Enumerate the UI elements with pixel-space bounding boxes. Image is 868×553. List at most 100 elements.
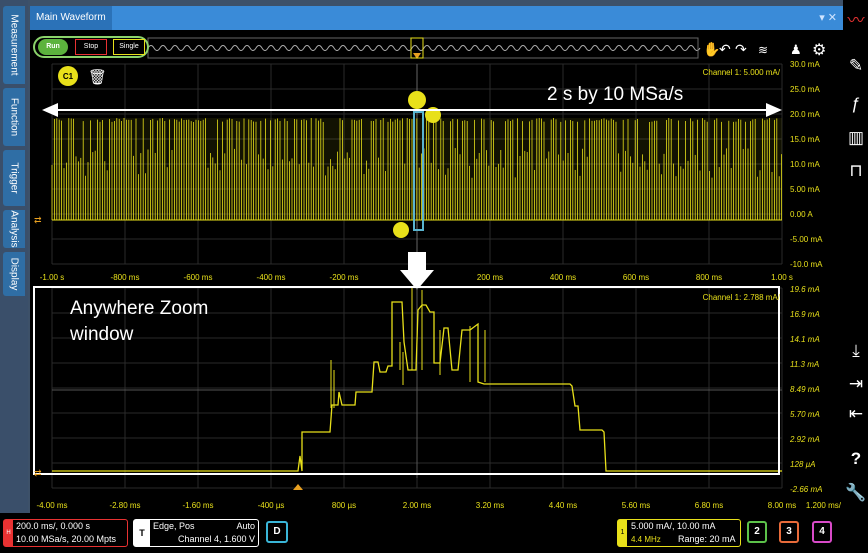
channel1-range: Range: 20 mA: [678, 534, 736, 544]
waveform-stack-icon[interactable]: ≋: [758, 43, 768, 57]
zoom-channel-readout: Channel 1: 2.788 mA/: [703, 293, 781, 302]
window-tab-main-waveform[interactable]: Main Waveform: [30, 6, 112, 30]
tab-analysis[interactable]: Analysis: [3, 210, 25, 248]
overview-view-box[interactable]: [410, 37, 424, 59]
channel1-line1: 5.000 mA/, 10.00 mA: [631, 521, 716, 531]
import-icon[interactable]: ⇥: [848, 374, 864, 393]
main-x-tick: 400 ms: [550, 273, 576, 282]
main-y-tick: 10.0 mA: [790, 160, 820, 169]
zoom-x-tick: 3.20 ms: [476, 501, 504, 510]
main-x-tick: -800 ms: [111, 273, 140, 282]
zoom-y-tick: 2.92 mA: [789, 435, 820, 444]
run-button[interactable]: Run: [38, 39, 68, 55]
tab-label: Analysis: [8, 210, 20, 248]
channel1-badge-label: C1: [63, 72, 74, 81]
zoom-region-box[interactable]: [413, 111, 424, 231]
channel1-marker: 1: [618, 520, 627, 546]
tab-display[interactable]: Display: [3, 252, 25, 296]
channel1-badge[interactable]: [58, 66, 78, 86]
tab-label: Function: [8, 97, 20, 137]
digital-channels-button[interactable]: D: [266, 521, 288, 543]
zoom-annotation-line2: window: [69, 324, 134, 345]
tab-function[interactable]: Function: [3, 88, 25, 146]
waveform-logo-icon[interactable]: 〰: [847, 11, 865, 30]
main-y-tick: 25.0 mA: [790, 85, 820, 94]
trigger-position-marker: [293, 484, 303, 490]
channel2-button[interactable]: 2: [747, 521, 767, 543]
settings-gear-icon[interactable]: ⚙: [812, 42, 826, 59]
tab-label: Trigger: [8, 162, 20, 194]
channel1-bandwidth: 4.4 MHz: [631, 535, 661, 544]
left-tab-strip: Measurement Function Trigger Analysis Di…: [0, 0, 28, 513]
zoom-y-tick: 5.70 mA: [790, 410, 820, 419]
export-icon[interactable]: ⇤: [848, 404, 864, 423]
annotation-arrow-right: [766, 103, 782, 117]
undo-icon[interactable]: ↶: [719, 41, 731, 57]
tab-label: Measurement: [8, 14, 20, 76]
timebase-box[interactable]: H 200.0 ms/, 0.000 s 10.00 MSa/s, 20.00 …: [3, 519, 128, 547]
main-waveform-trace: [51, 118, 782, 220]
function-math-icon[interactable]: ƒ: [851, 94, 861, 113]
annotation-arrow-left: [42, 103, 58, 117]
redo-icon[interactable]: ↷: [735, 41, 747, 57]
overview-waveform: [147, 45, 701, 51]
single-button[interactable]: Single: [113, 39, 145, 55]
zoom-x-tick: 4.40 ms: [549, 501, 577, 510]
zoom-x-tick: -1.60 ms: [182, 501, 213, 510]
help-icon[interactable]: ?: [850, 449, 862, 468]
trigger-box[interactable]: T Edge, Pos Auto Channel 4, 1.600 V: [133, 519, 259, 547]
main-x-tick: 1.00 s: [771, 273, 793, 282]
main-channel-readout: Channel 1: 5.000 mA/: [703, 68, 781, 77]
zoom-x-tick: 8.00 ms: [768, 501, 796, 510]
main-annotation: 2 s by 10 MSa/s: [547, 84, 683, 105]
main-x-tick: -600 ms: [184, 273, 213, 282]
zoom-waveform-trace: [52, 301, 782, 472]
zoom-y-tick: 8.49 mA: [790, 385, 820, 394]
zoom-x-tick: -400 µs: [258, 501, 285, 510]
tab-trigger[interactable]: Trigger: [3, 150, 25, 206]
zoom-waveform-spikes: [330, 288, 486, 408]
layout-grid-icon[interactable]: ▥: [847, 128, 865, 147]
right-toolbar: 〰 ✎ ƒ ▥ ⊓ ⤓ ⇥ ⇤ ? 🔧: [843, 0, 868, 513]
hand-pan-icon[interactable]: ✋: [703, 41, 720, 57]
zoom-y-tick: 11.3 mA: [790, 360, 819, 369]
main-y-tick: 5.00 mA: [790, 185, 820, 194]
probe-tool-icon[interactable]: ✎: [848, 56, 864, 75]
main-y-tick: 30.0 mA: [790, 60, 820, 69]
acquisition-controls: [33, 36, 149, 58]
main-y-ticks: 30.0 mA 25.0 mA 20.0 mA 15.0 mA 10.0 mA 5.00 …: [790, 60, 823, 269]
timebase-marker: H: [4, 520, 13, 546]
scope-display[interactable]: 2 s by 10 MSa/s Channel 1: 5.000 mA/ 30.…: [30, 30, 843, 513]
zoom-handle-top[interactable]: [408, 91, 426, 109]
zoom-y-tick: -2.66 mA: [790, 485, 822, 494]
tab-measurement[interactable]: Measurement: [3, 6, 25, 84]
main-y-tick: 15.0 mA: [790, 135, 820, 144]
probe-icon[interactable]: ♟: [790, 42, 802, 57]
main-x-tick: 800 ms: [696, 273, 722, 282]
zoom-x-tick: 5.60 ms: [622, 501, 650, 510]
zoom-down-arrow: [400, 252, 434, 290]
trigger-line2: Channel 4, 1.600 V: [177, 534, 255, 544]
main-y-tick: -10.0 mA: [790, 260, 823, 269]
trigger-line1: Edge, Pos: [153, 521, 195, 531]
zoom-x-tick: 2.00 ms: [403, 501, 431, 510]
zoom-time-per-div: 1.200 ms/: [806, 501, 842, 510]
trigger-level-marker: ⇄: [34, 215, 42, 225]
trigger-time-marker: [413, 53, 421, 59]
zoom-annotation-line1: Anywhere Zoom: [70, 298, 208, 319]
zoom-x-tick: -2.80 ms: [109, 501, 140, 510]
stop-button[interactable]: Stop: [75, 39, 107, 55]
download-icon[interactable]: ⤓: [852, 341, 860, 360]
zoom-handle-bottom[interactable]: [393, 222, 409, 238]
zoom-x-tick: 6.80 ms: [695, 501, 723, 510]
channel1-box[interactable]: 1 5.000 mA/, 10.00 mA 4.4 MHz Range: 20 …: [617, 519, 741, 547]
zoom-window-outline: [33, 286, 780, 475]
channel3-button[interactable]: 3: [779, 521, 799, 543]
window-controls[interactable]: ▾ ✕: [819, 12, 837, 24]
status-bar: H 200.0 ms/, 0.000 s 10.00 MSa/s, 20.00 …: [0, 513, 868, 553]
measure-tool-icon[interactable]: ⊓: [849, 161, 863, 180]
wrench-icon[interactable]: 🔧: [845, 483, 867, 502]
main-x-tick: 200 ms: [477, 273, 503, 282]
channel4-button[interactable]: 4: [812, 521, 832, 543]
trash-icon[interactable]: 🗑: [88, 69, 107, 86]
